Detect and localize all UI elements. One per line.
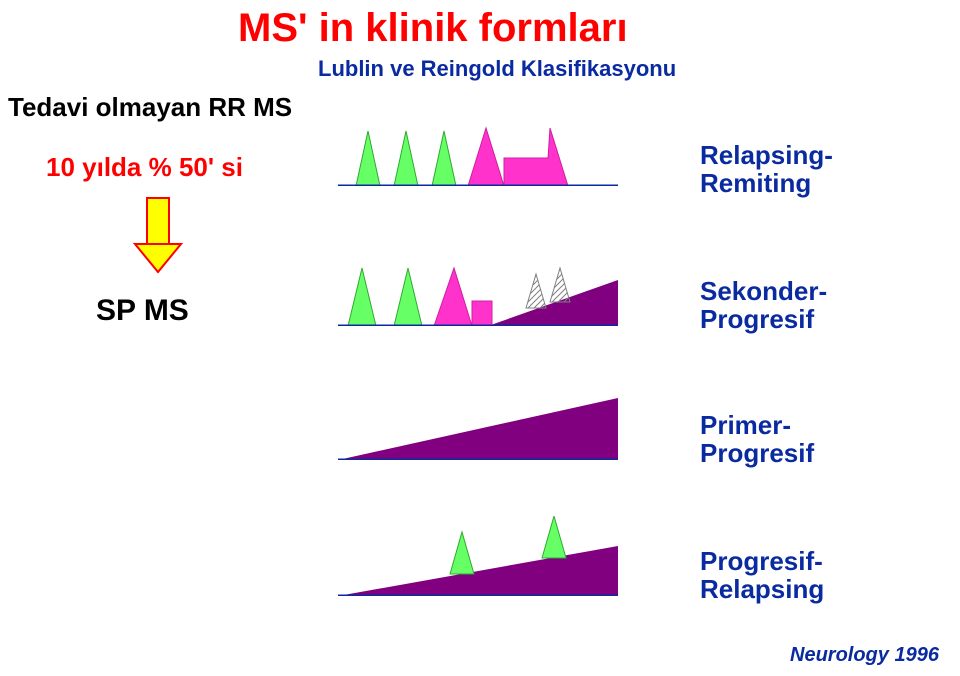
panel-pr [338,516,618,596]
down-arrow [128,196,188,276]
pr-label-2: Relapsing [700,574,824,605]
sp-purple-wedge [488,280,618,326]
rr-label-1: Relapsing- [700,140,833,171]
left-label-line1: Tedavi olmayan RR MS [8,92,292,123]
sp-green-2 [394,268,422,326]
arrow-head [135,244,181,272]
rr-green-2 [394,131,418,186]
slide-subtitle: Lublin ve Reingold Klasifikasyonu [318,56,676,82]
sp-label-2: Progresif [700,304,814,335]
rr-green-3 [432,131,456,186]
pr-green-1 [450,532,474,574]
rr-green-1 [356,131,380,186]
slide-root: MS' in klinik formları Lublin ve Reingol… [0,0,960,676]
rr-label-2: Remiting [700,168,811,199]
slide-title: MS' in klinik formları [238,6,628,51]
arrow-shaft [147,198,169,244]
sp-pink-shape [434,268,492,326]
citation: Neurology 1996 [790,644,939,667]
left-label-line2: 10 yılda % 50' si [46,152,243,183]
pr-green-2 [542,516,566,558]
sp-hatch-1 [526,274,546,308]
sp-label-1: Sekonder- [700,276,827,307]
left-label-spms: SP MS [96,294,189,328]
panel-pp [338,380,618,460]
pp-purple-wedge [338,398,618,460]
rr-pink-shape [468,128,568,186]
pr-label-1: Progresif- [700,546,823,577]
pr-purple-wedge [338,546,618,596]
pp-label-1: Primer- [700,410,791,441]
panel-rr [338,106,618,186]
panel-sp [338,246,618,326]
sp-green-1 [348,268,376,326]
pp-label-2: Progresif [700,438,814,469]
sp-hatch-2 [550,268,570,302]
